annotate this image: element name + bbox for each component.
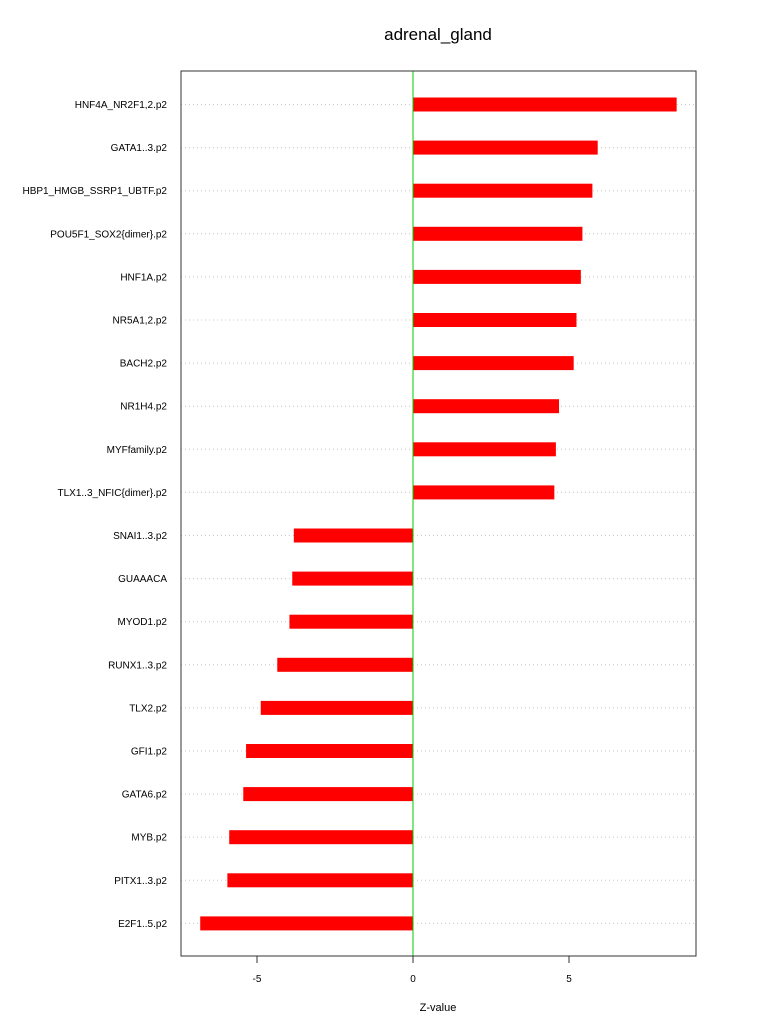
bar [413, 356, 574, 371]
bar [413, 269, 581, 284]
y-tick-label: BACH2.p2 [120, 359, 168, 370]
bar [260, 700, 413, 715]
plot-frame [180, 70, 697, 957]
y-tick-label: E2F1..5.p2 [118, 919, 167, 930]
bar [243, 787, 413, 802]
y-tick-label: TLX2.p2 [129, 703, 167, 714]
bar [413, 485, 555, 500]
bar [229, 830, 413, 845]
x-tick-label: 5 [566, 974, 572, 985]
y-tick-label: GFI1.p2 [131, 747, 168, 758]
y-tick-label: GATA6.p2 [122, 790, 168, 801]
bar [413, 442, 556, 457]
y-tick-label: SNAI1..3.p2 [113, 531, 167, 542]
y-tick-label: HNF1A.p2 [120, 272, 167, 283]
chart-title: adrenal_gland [384, 25, 492, 44]
y-tick-label: PITX1..3.p2 [114, 876, 167, 887]
bar [200, 916, 413, 931]
bar [277, 657, 413, 672]
bar [292, 571, 413, 586]
bar [413, 226, 583, 241]
y-tick-label: HNF4A_NR2F1,2.p2 [75, 100, 168, 111]
y-tick-label: MYOD1.p2 [118, 617, 168, 628]
y-tick-label: RUNX1..3.p2 [108, 660, 167, 671]
y-tick-label: GUAAACA [118, 574, 167, 585]
x-axis: -5 0 5 [253, 956, 572, 985]
y-tick-label: TLX1..3_NFIC{dimer}.p2 [58, 488, 168, 499]
bar [413, 313, 577, 327]
y-axis-labels: HNF4A_NR2F1,2.p2 GATA1..3.p2 HBP1_HMGB_SSR… [22, 100, 167, 930]
x-tick-label: -5 [253, 974, 262, 985]
bar [413, 140, 598, 155]
bar [413, 97, 677, 112]
y-tick-label: MYB.p2 [131, 833, 167, 844]
bar [227, 873, 413, 888]
y-tick-label: HBP1_HMGB_SSRP1_UBTF.p2 [22, 186, 167, 197]
y-tick-label: NR1H4.p2 [120, 402, 167, 413]
bars-layer [200, 97, 677, 931]
y-tick-label: MYFfamily.p2 [107, 445, 168, 456]
bar [413, 399, 560, 414]
bar [289, 614, 413, 629]
y-tick-label: GATA1..3.p2 [111, 143, 168, 154]
bar [413, 183, 593, 198]
bar [293, 528, 413, 543]
x-tick-label: 0 [410, 974, 416, 985]
x-axis-label: Z-value [420, 1002, 457, 1014]
y-tick-label: POU5F1_SOX2{dimer}.p2 [50, 229, 167, 240]
y-tick-label: NR5A1,2.p2 [113, 316, 168, 327]
bar [246, 744, 413, 758]
